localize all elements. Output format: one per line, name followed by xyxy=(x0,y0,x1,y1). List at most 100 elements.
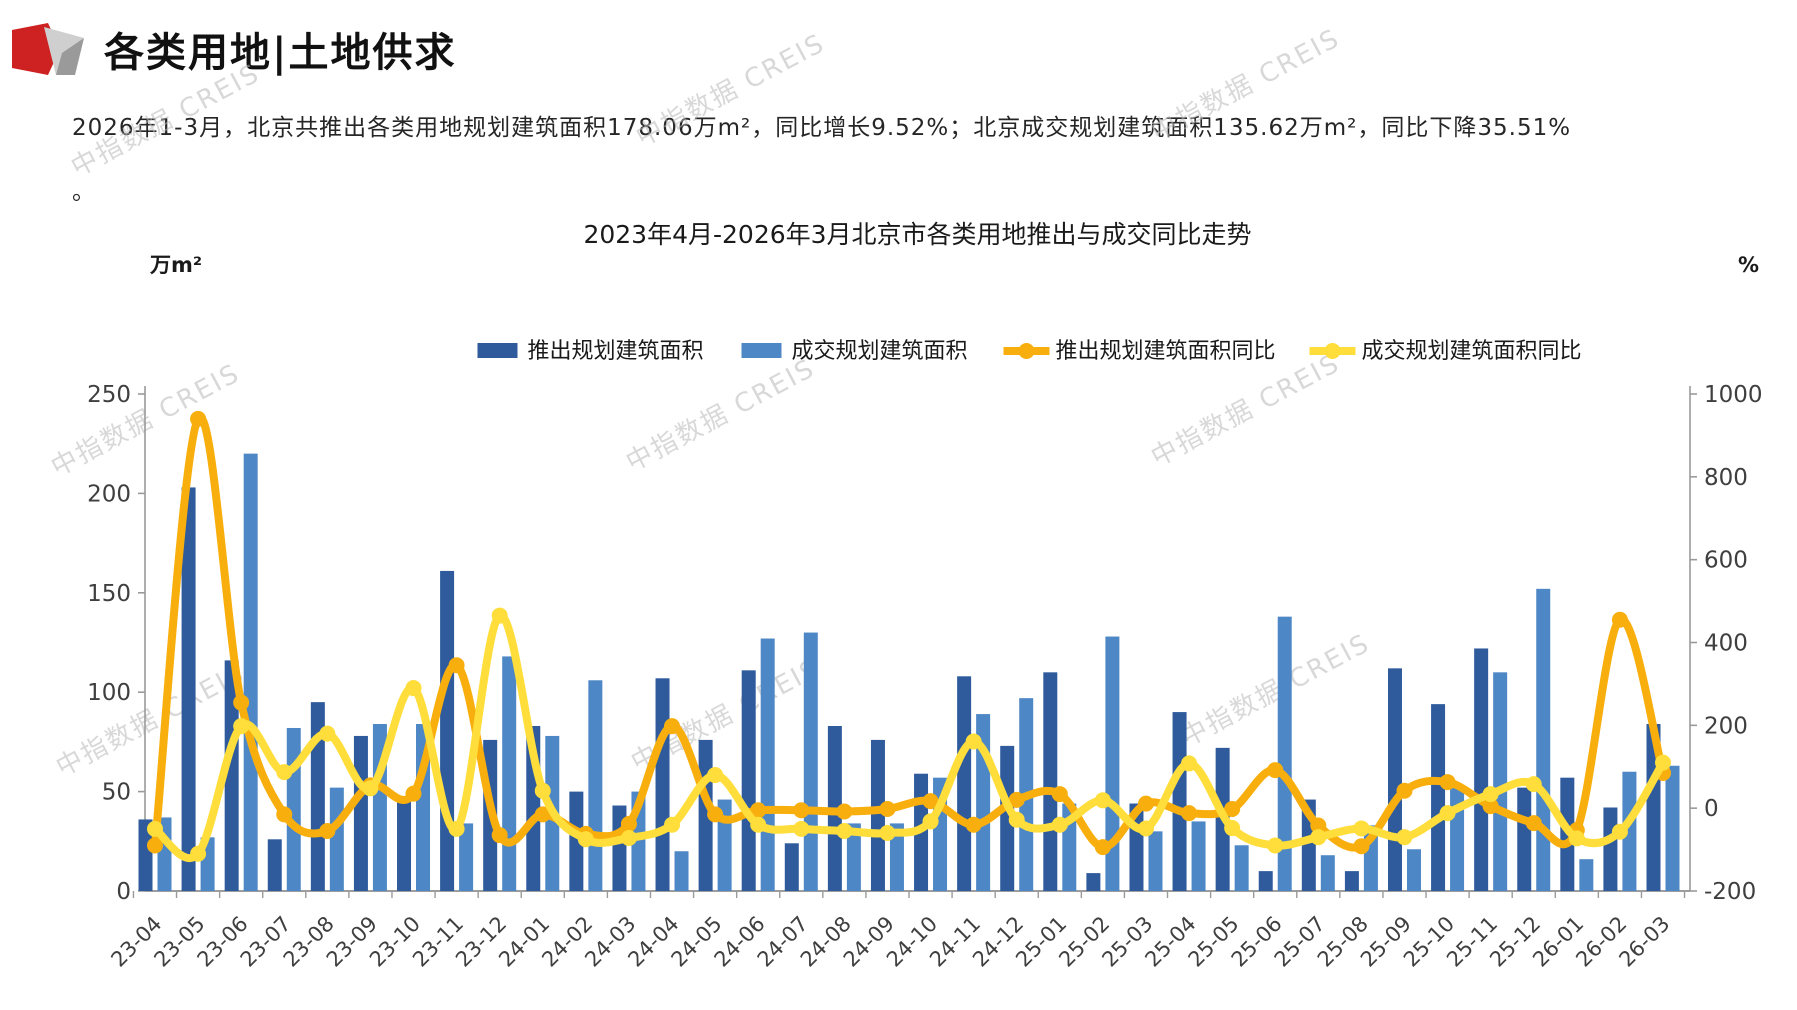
line-marker xyxy=(1224,820,1241,837)
line-marker xyxy=(1439,805,1456,822)
line-marker xyxy=(965,816,982,833)
bar xyxy=(803,632,818,891)
line-marker xyxy=(448,657,465,674)
bar xyxy=(138,819,153,891)
line-marker xyxy=(405,785,422,802)
line-marker xyxy=(707,767,724,784)
left-tick-label: 150 xyxy=(87,581,131,607)
bar xyxy=(267,839,282,891)
bar xyxy=(329,787,344,891)
bar xyxy=(655,678,670,891)
line-marker xyxy=(1525,776,1542,793)
line-marker xyxy=(879,825,896,842)
bar xyxy=(569,791,584,891)
chart-title: 2023年4月-2026年3月北京市各类用地推出与成交同比走势 xyxy=(583,220,1251,249)
left-axis-unit: 万m² xyxy=(149,253,202,277)
bar xyxy=(1431,704,1446,891)
line-marker xyxy=(1439,774,1456,791)
legend-item: 推出规划建筑面积 xyxy=(477,339,704,364)
line-marker xyxy=(1655,754,1671,771)
bar xyxy=(1622,771,1637,891)
line-marker xyxy=(448,820,465,837)
right-tick-label: 200 xyxy=(1704,713,1748,739)
line-marker xyxy=(1224,800,1241,817)
bar xyxy=(1493,672,1508,891)
line-marker xyxy=(319,822,336,839)
right-tick-label: 400 xyxy=(1704,631,1748,657)
line-marker xyxy=(491,827,508,844)
line-marker xyxy=(1353,838,1370,855)
bar xyxy=(846,823,861,891)
bar xyxy=(674,851,689,891)
line-marker xyxy=(147,837,163,854)
left-tick-label: 100 xyxy=(87,680,131,706)
right-axis-unit: % xyxy=(1738,253,1759,277)
line-marker xyxy=(1137,795,1154,812)
left-tick-label: 250 xyxy=(87,382,131,408)
bar xyxy=(181,487,196,891)
line-marker xyxy=(620,815,637,832)
bar xyxy=(1258,871,1273,891)
legend-label: 成交规划建筑面积 xyxy=(792,339,968,364)
bar xyxy=(1043,672,1058,891)
summary-line-2: 。 xyxy=(72,179,96,205)
line-marker xyxy=(1181,755,1198,772)
line-marker xyxy=(276,806,293,823)
line-marker xyxy=(1396,829,1413,846)
legend-label: 推出规划建筑面积同比 xyxy=(1056,339,1276,364)
right-tick-label: 800 xyxy=(1704,465,1748,491)
line-marker xyxy=(750,802,767,819)
legend-label: 推出规划建筑面积 xyxy=(528,339,704,364)
right-tick-label: 600 xyxy=(1704,548,1748,574)
bar xyxy=(1603,807,1618,891)
line-marker xyxy=(1051,786,1068,803)
right-tick-label: -200 xyxy=(1704,879,1756,905)
legend-label: 成交规划建筑面积同比 xyxy=(1362,339,1582,364)
bar xyxy=(1474,648,1489,891)
line-marker xyxy=(922,813,939,830)
line-marker xyxy=(319,725,336,742)
bar xyxy=(1344,871,1359,891)
line-marker xyxy=(190,410,207,427)
bar xyxy=(588,680,603,891)
bar xyxy=(1517,787,1532,891)
line-marker xyxy=(1094,792,1111,809)
line-marker xyxy=(664,718,681,735)
bar xyxy=(784,843,799,891)
line-marker xyxy=(534,782,551,799)
line-marker xyxy=(1008,811,1025,828)
line-marker xyxy=(276,764,293,781)
line-marker xyxy=(793,802,810,819)
page-title: 各类用地|土地供求 xyxy=(104,29,457,76)
page-header: 各类用地|土地供求 xyxy=(12,20,457,78)
bar xyxy=(1234,845,1249,891)
bar xyxy=(224,660,239,891)
line-marker xyxy=(1137,820,1154,837)
legend-item: 成交规划建筑面积同比 xyxy=(1309,339,1582,364)
bar xyxy=(1191,821,1206,891)
left-tick-label: 200 xyxy=(87,481,131,507)
bar xyxy=(1148,831,1163,891)
line-marker xyxy=(1353,820,1370,837)
line-marker xyxy=(1525,815,1542,832)
bar xyxy=(1105,636,1120,891)
line-marker xyxy=(1310,829,1327,846)
line-marker xyxy=(707,806,724,823)
bar xyxy=(310,702,325,891)
bar xyxy=(957,676,972,891)
line-marker xyxy=(362,780,379,797)
line-marker xyxy=(922,793,939,810)
bar xyxy=(1320,855,1335,891)
bar xyxy=(440,570,455,891)
bar xyxy=(1665,765,1680,891)
line-marker xyxy=(534,806,551,823)
bar xyxy=(1536,588,1551,891)
line-marker xyxy=(1482,786,1499,803)
bar xyxy=(243,453,258,891)
line-marker xyxy=(1310,817,1327,834)
line-marker xyxy=(233,694,250,711)
line-marker xyxy=(1396,782,1413,799)
right-tick-label: 1000 xyxy=(1704,382,1763,408)
